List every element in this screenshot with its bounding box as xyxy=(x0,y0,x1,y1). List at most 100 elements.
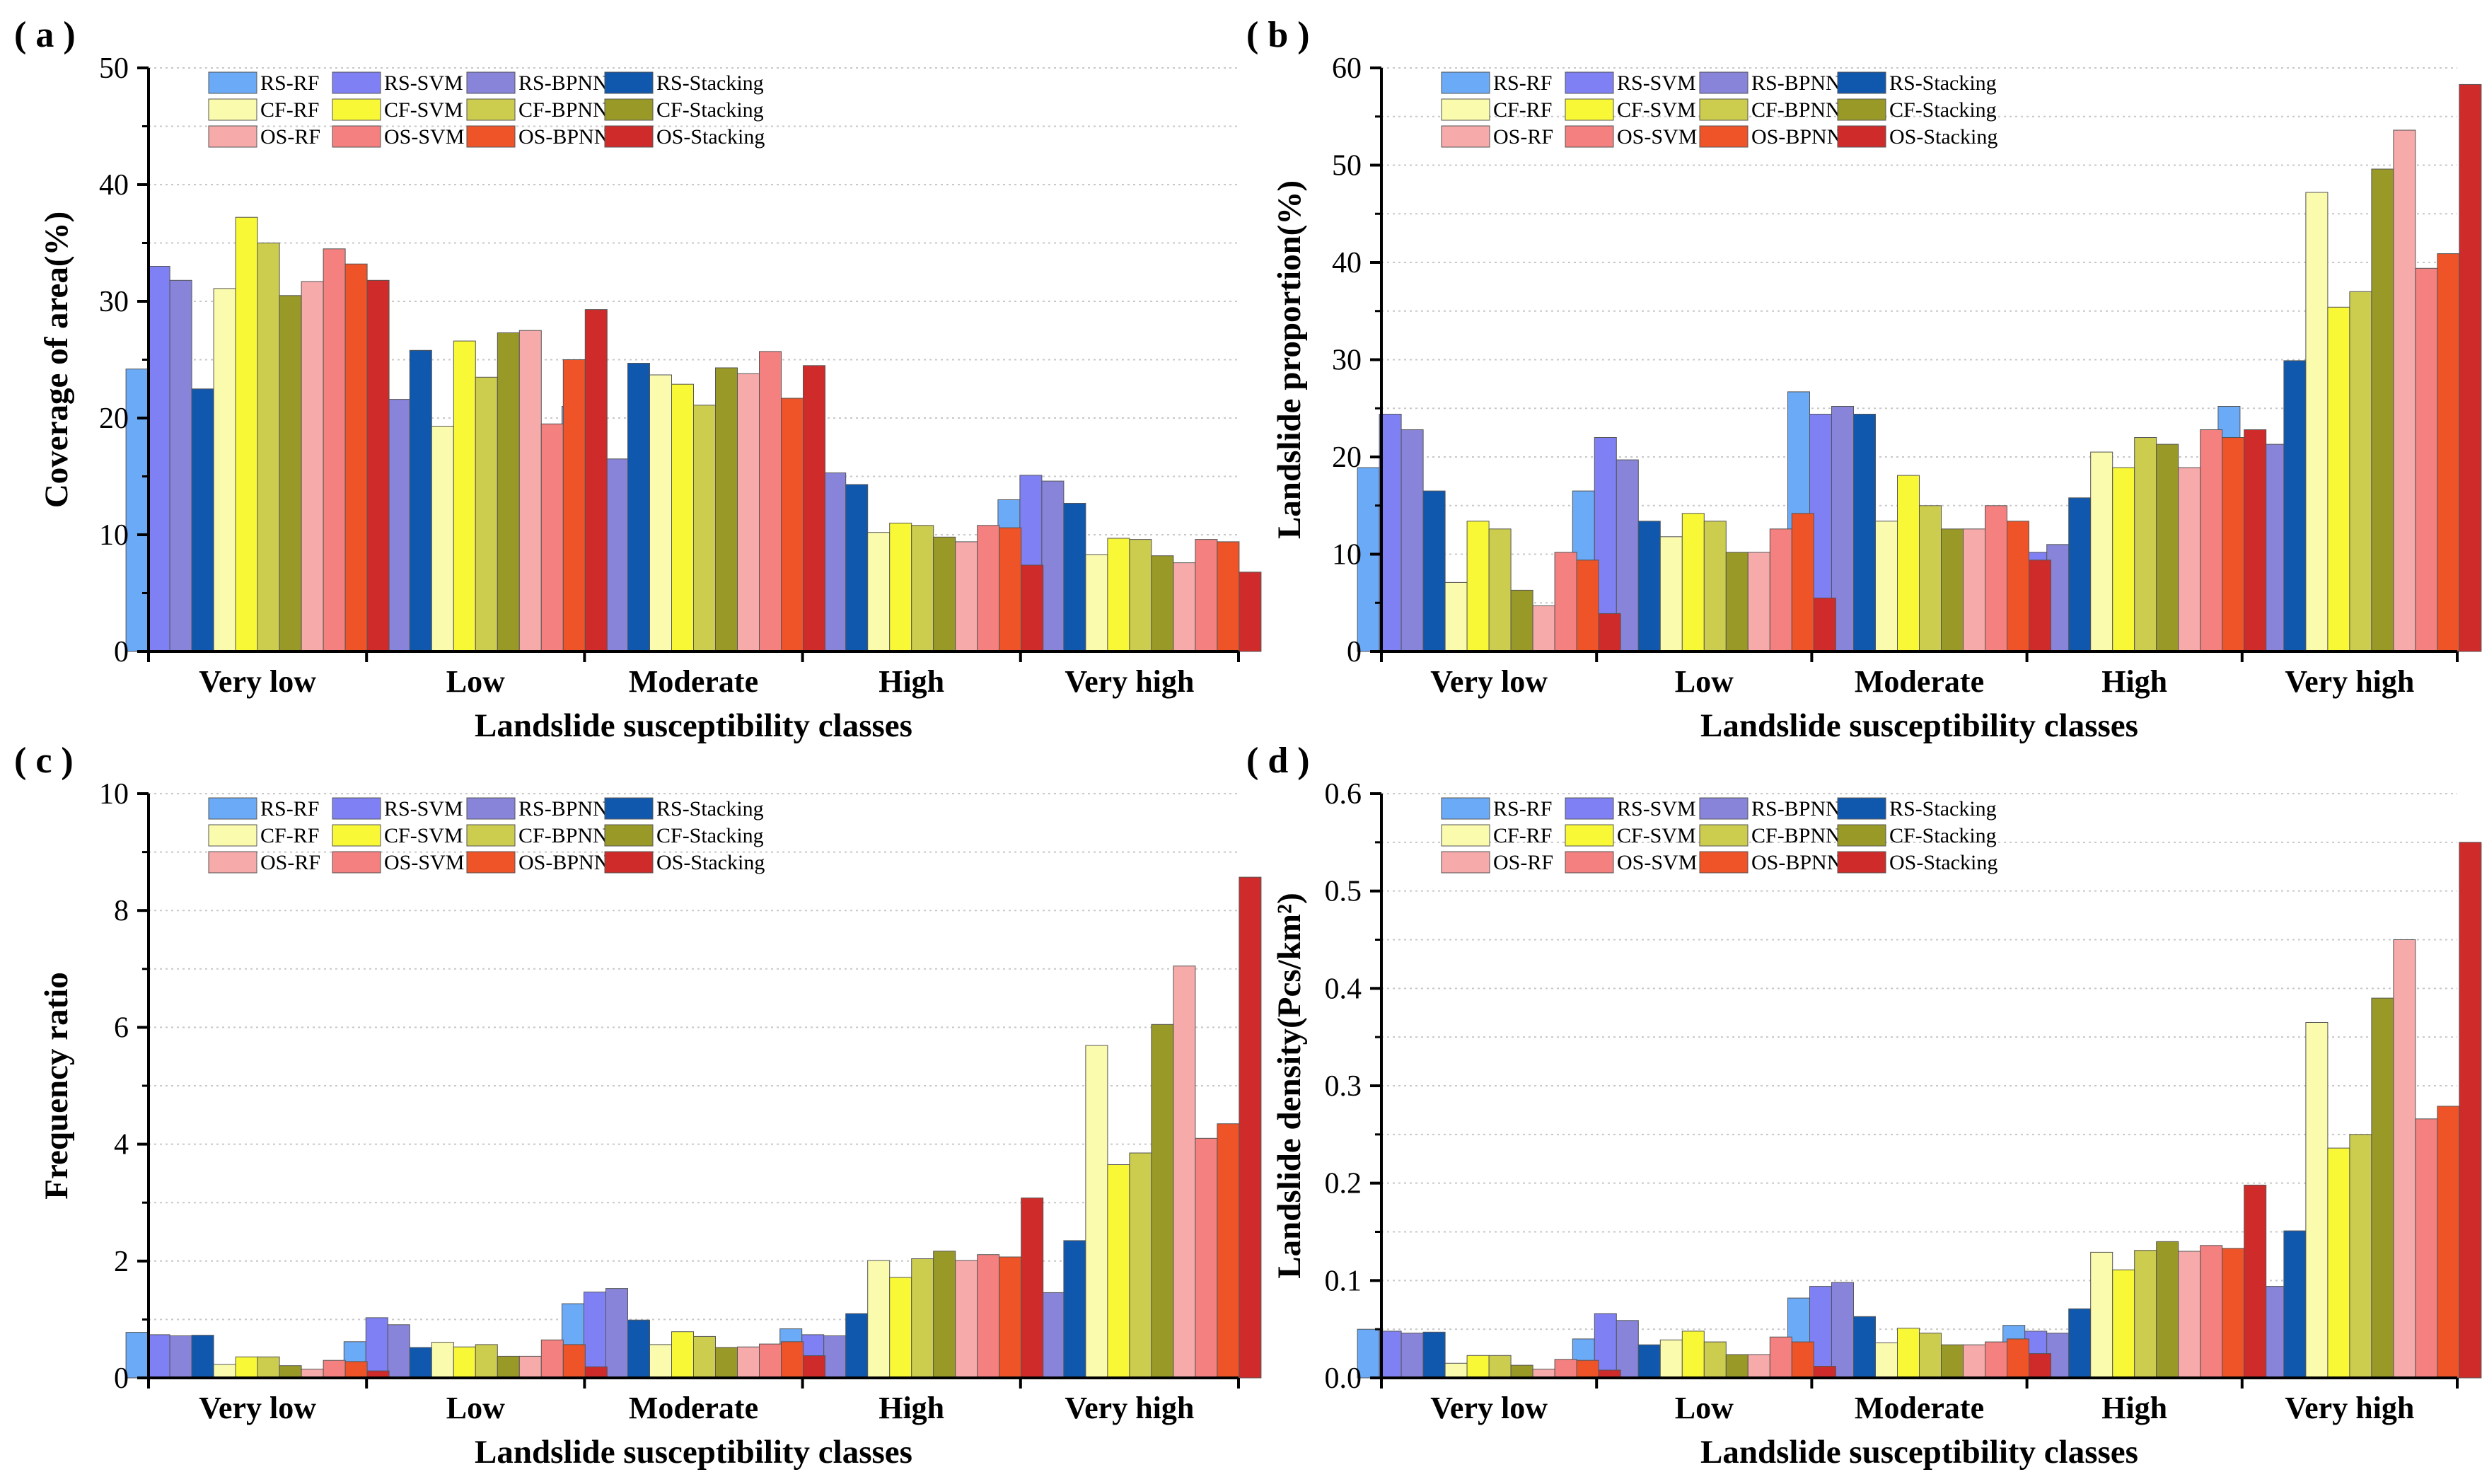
bar-rs-bpnn-low xyxy=(1616,1320,1639,1379)
legend-swatch-os-rf xyxy=(1441,851,1490,874)
y-tick-label: 10 xyxy=(99,778,129,811)
legend-label-cf-bpnn: CF-BPNN xyxy=(518,824,608,847)
bar-os-rf-very-low xyxy=(301,281,324,652)
legend-label-os-svm: OS-SVM xyxy=(384,125,464,149)
bar-cf-stacking-low xyxy=(1725,1354,1749,1379)
bar-cf-svm-very-high xyxy=(2327,1147,2350,1379)
legend-swatch-rs-rf xyxy=(1441,71,1490,94)
legend-label-rs-bpnn: RS-BPNN xyxy=(1751,797,1841,821)
legend-swatch-os-svm xyxy=(1565,125,1614,148)
bar-rs-stacking-very-low xyxy=(1422,1331,1446,1379)
bar-os-rf-high xyxy=(955,1260,978,1379)
legend-label-cf-svm: CF-SVM xyxy=(384,824,463,847)
legend-swatch-cf-svm xyxy=(1565,98,1614,121)
panel-label: ( b ) xyxy=(1246,15,1310,55)
bar-rs-bpnn-moderate xyxy=(1831,1282,1854,1379)
legend-swatch-cf-stacking xyxy=(604,824,654,847)
legend-label-os-svm: OS-SVM xyxy=(1617,125,1697,149)
bar-rs-stacking-moderate xyxy=(627,363,650,652)
bar-cf-stacking-moderate xyxy=(715,1347,738,1379)
bar-rs-stacking-very-high xyxy=(1063,1240,1086,1379)
y-tick-label: 30 xyxy=(1332,344,1362,377)
bar-cf-stacking-high xyxy=(933,1251,956,1379)
bar-os-rf-very-low xyxy=(1532,605,1555,652)
bar-os-bpnn-low xyxy=(562,359,586,652)
legend-swatch-cf-stacking xyxy=(1837,98,1886,121)
y-tick-label: 0.6 xyxy=(1325,778,1362,811)
legend-label-rs-stacking: RS-Stacking xyxy=(1889,71,1997,95)
legend-swatch-os-svm xyxy=(332,851,381,874)
legend-swatch-rs-stacking xyxy=(1837,797,1886,820)
bar-os-bpnn-high xyxy=(2222,437,2245,652)
bar-cf-rf-high xyxy=(2090,451,2113,652)
legend-swatch-rs-stacking xyxy=(604,71,654,94)
bar-cf-bpnn-moderate xyxy=(693,405,716,652)
bar-rs-stacking-moderate xyxy=(627,1319,650,1379)
legend-label-os-stacking: OS-Stacking xyxy=(1889,851,1997,874)
bar-os-svm-low xyxy=(540,423,564,652)
bar-os-rf-low xyxy=(1747,1354,1770,1379)
bar-cf-rf-very-high xyxy=(1085,1045,1108,1379)
legend-swatch-cf-stacking xyxy=(1837,824,1886,847)
bar-cf-stacking-moderate xyxy=(1941,1344,1964,1379)
bar-os-bpnn-high xyxy=(2222,1248,2245,1379)
bar-rs-stacking-high xyxy=(845,1313,869,1379)
x-tick-label: Very high xyxy=(1065,1391,1194,1425)
bar-cf-svm-high xyxy=(889,523,912,652)
bar-rs-bpnn-very-high xyxy=(1041,480,1065,652)
bar-os-bpnn-very-high xyxy=(2437,253,2460,652)
bar-cf-svm-very-high xyxy=(2327,306,2350,652)
bar-os-bpnn-very-high xyxy=(1217,1123,1240,1379)
legend-label-os-rf: OS-RF xyxy=(260,125,320,149)
bar-cf-bpnn-moderate xyxy=(1919,505,1942,652)
legend-swatch-rs-bpnn xyxy=(1699,71,1749,94)
legend-swatch-cf-svm xyxy=(1565,824,1614,847)
bar-os-stacking-low xyxy=(584,309,608,652)
x-axis-title: Landslide susceptibility classes xyxy=(475,1434,912,1471)
bar-os-svm-high xyxy=(977,525,1000,652)
bar-cf-svm-low xyxy=(453,340,476,652)
y-tick-label: 50 xyxy=(99,52,129,85)
legend-label-rs-stacking: RS-Stacking xyxy=(1889,797,1997,821)
bar-os-svm-very-high xyxy=(1195,1137,1218,1379)
bar-rs-rf-very-low xyxy=(1357,467,1380,652)
y-tick-label: 0.3 xyxy=(1325,1070,1362,1103)
bar-cf-rf-high xyxy=(867,532,891,652)
bar-os-svm-high xyxy=(977,1254,1000,1379)
bar-cf-bpnn-very-high xyxy=(1129,539,1152,652)
legend-label-rs-rf: RS-RF xyxy=(260,71,319,95)
bar-os-svm-very-low xyxy=(323,248,346,652)
legend-label-os-stacking: OS-Stacking xyxy=(656,851,765,874)
bar-os-svm-high xyxy=(2200,429,2223,652)
bar-os-bpnn-high xyxy=(999,1256,1022,1379)
y-tick-label: 0 xyxy=(1347,636,1362,668)
bar-cf-bpnn-very-high xyxy=(2349,1134,2372,1379)
y-axis-title: Landslide density(Pcs/km²) xyxy=(1271,893,1308,1279)
legend-swatch-cf-bpnn xyxy=(1699,824,1749,847)
bar-os-bpnn-low xyxy=(1791,513,1814,652)
bar-rs-bpnn-very-low xyxy=(169,1335,192,1379)
bar-cf-rf-very-low xyxy=(1444,581,1468,652)
legend-label-cf-svm: CF-SVM xyxy=(1617,824,1696,847)
bar-cf-stacking-very-low xyxy=(1510,1364,1533,1379)
legend-swatch-rs-svm xyxy=(332,797,381,820)
bar-rs-stacking-very-high xyxy=(1063,503,1086,652)
bar-cf-bpnn-very-high xyxy=(2349,291,2372,652)
bar-cf-stacking-high xyxy=(933,536,956,652)
legend-swatch-os-svm xyxy=(332,125,381,148)
chart-panel-b: 0 10 20 30 40 50 60 Very low Low Moderate High Very… xyxy=(1246,15,2482,744)
y-tick-label: 4 xyxy=(114,1129,129,1161)
bar-os-svm-very-high xyxy=(2415,1118,2438,1379)
legend-swatch-cf-rf xyxy=(1441,98,1490,121)
legend-swatch-rs-stacking xyxy=(1837,71,1886,94)
x-axis-title: Landslide susceptibility classes xyxy=(475,707,912,744)
bar-os-stacking-very-high xyxy=(2459,83,2482,652)
y-tick-label: 60 xyxy=(1332,52,1362,85)
x-tick-label: Very low xyxy=(199,664,316,699)
bar-rs-bpnn-high xyxy=(823,473,847,652)
bar-os-svm-very-high xyxy=(2415,267,2438,652)
y-tick-label: 0.2 xyxy=(1325,1168,1362,1200)
legend-label-os-rf: OS-RF xyxy=(1493,125,1553,149)
bar-cf-bpnn-very-low xyxy=(257,243,280,652)
bar-rs-bpnn-very-low xyxy=(169,279,192,652)
